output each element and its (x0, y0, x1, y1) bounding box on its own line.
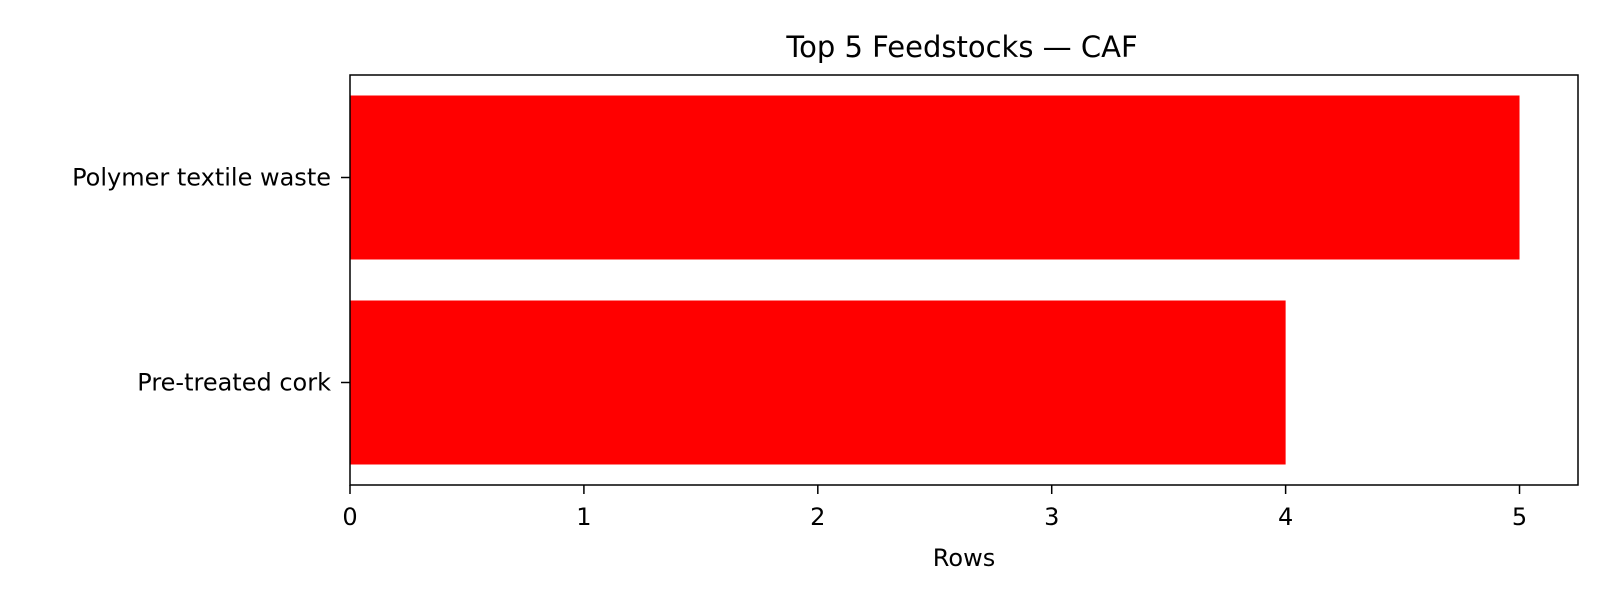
x-tick-label-1: 1 (576, 503, 591, 531)
bar-1 (350, 300, 1286, 465)
x-tick-label-4: 4 (1278, 503, 1293, 531)
x-tick-label-3: 3 (1044, 503, 1059, 531)
chart-title: Top 5 Feedstocks — CAF (785, 30, 1137, 64)
bars-group (350, 95, 1520, 465)
x-tick-label-0: 0 (342, 503, 357, 531)
y-axis-ticks: Polymer textile waste Pre-treated cork (72, 164, 350, 397)
bar-0 (350, 95, 1520, 260)
x-axis-label: Rows (933, 544, 995, 572)
x-tick-label-5: 5 (1512, 503, 1527, 531)
x-axis-ticks: 0 1 2 3 4 5 (342, 485, 1527, 531)
y-tick-label-0: Polymer textile waste (72, 164, 331, 192)
x-tick-label-2: 2 (810, 503, 825, 531)
plot-frame (349, 74, 1579, 486)
y-tick-label-1: Pre-treated cork (137, 369, 331, 397)
